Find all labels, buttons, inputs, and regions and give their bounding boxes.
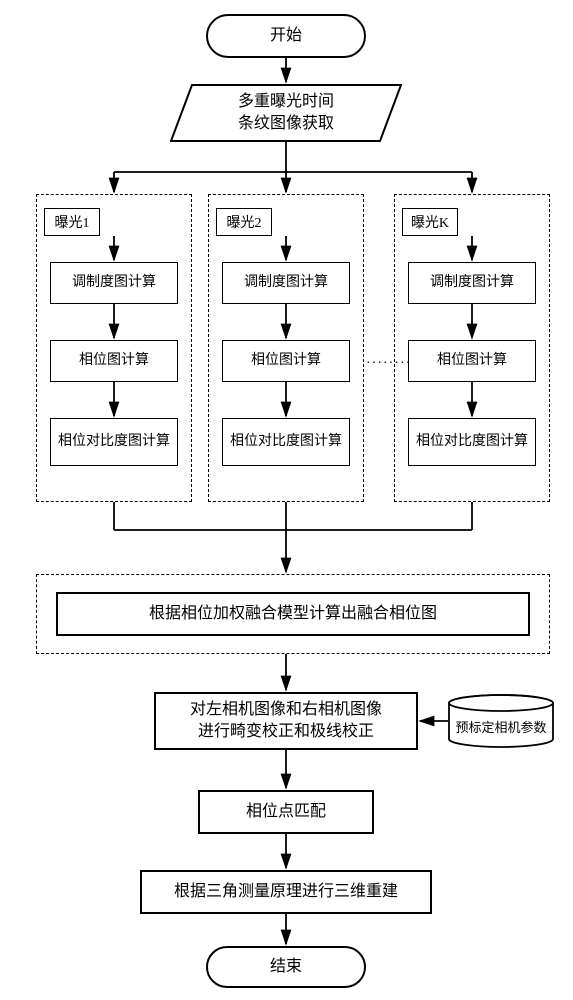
ellipsis-dots: ········ (366, 356, 411, 372)
g1-step3: 相位对比度图计算 (50, 418, 178, 466)
gk-step3: 相位对比度图计算 (408, 418, 536, 466)
group-1-label: 曝光1 (44, 208, 100, 236)
end-node: 结束 (206, 946, 366, 988)
gk-step2: 相位图计算 (408, 340, 536, 382)
reconstruct-node: 根据三角测量原理进行三维重建 (140, 870, 432, 914)
g1-step1: 调制度图计算 (50, 262, 178, 304)
acquire-label: 多重曝光时间条纹图像获取 (170, 84, 402, 142)
acquire-node: 多重曝光时间条纹图像获取 (170, 84, 402, 142)
start-node: 开始 (206, 14, 366, 58)
g2-step2: 相位图计算 (222, 340, 350, 382)
g2-step3: 相位对比度图计算 (222, 418, 350, 466)
rectify-label: 对左相机图像和右相机图像进行畸变校正和极线校正 (190, 699, 382, 744)
rectify-node: 对左相机图像和右相机图像进行畸变校正和极线校正 (154, 692, 418, 750)
match-node: 相位点匹配 (198, 790, 374, 834)
g2-step1: 调制度图计算 (222, 262, 350, 304)
g1-step2: 相位图计算 (50, 340, 178, 382)
camera-params-label: 预标定相机参数 (448, 712, 554, 744)
group-k-label: 曝光K (402, 208, 458, 236)
camera-params-node: 预标定相机参数 (448, 694, 554, 748)
group-2-label: 曝光2 (216, 208, 272, 236)
gk-step1: 调制度图计算 (408, 262, 536, 304)
fusion-node: 根据相位加权融合模型计算出融合相位图 (56, 592, 530, 636)
start-label: 开始 (270, 25, 302, 47)
